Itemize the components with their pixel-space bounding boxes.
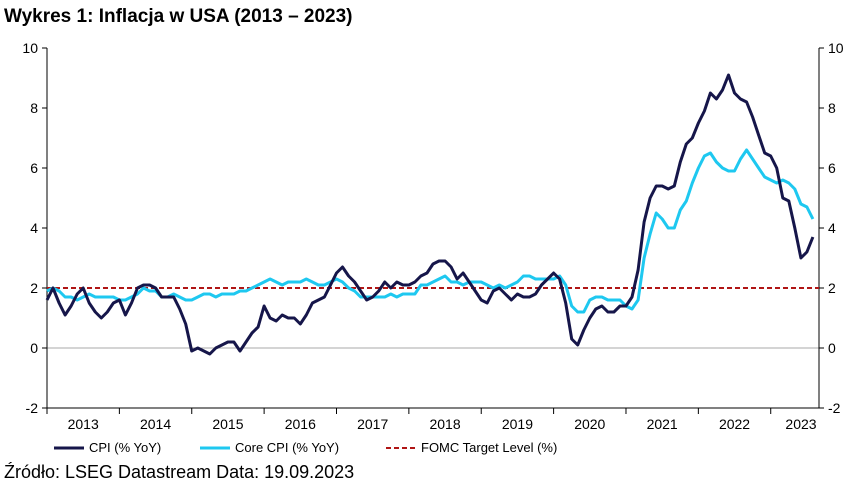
- legend-label-cpi: CPI (% YoY): [89, 440, 162, 455]
- x-tick-label: 2019: [502, 416, 533, 432]
- legend-item-fomc-target: FOMC Target Level (%): [386, 440, 557, 455]
- x-tick-label: 2014: [140, 416, 171, 432]
- y-tick-label-right: 6: [828, 160, 836, 176]
- x-tick-label: 2016: [285, 416, 316, 432]
- chart-title: Wykres 1: Inflacja w USA (2013 – 2023): [4, 6, 353, 27]
- legend-label-core-cpi: Core CPI (% YoY): [235, 440, 340, 455]
- y-tick-label-left: 6: [30, 160, 38, 176]
- x-tick-label: 2015: [212, 416, 243, 432]
- y-tick-label-right: 8: [828, 100, 836, 116]
- cpi-series-line: [45, 73, 815, 356]
- source-note: Źródło: LSEG Datastream Data: 19.09.2023: [4, 462, 355, 482]
- y-tick-label-left: 0: [30, 340, 38, 356]
- core-cpi-series-line: [46, 148, 815, 314]
- y-tick-label-left: -2: [26, 400, 39, 416]
- y-tick-label-left: 10: [22, 40, 38, 56]
- legend-label-fomc-target: FOMC Target Level (%): [421, 440, 558, 455]
- legend-item-core-cpi: Core CPI (% YoY): [200, 440, 339, 455]
- y-tick-label-right: 4: [828, 220, 836, 236]
- y-tick-label-left: 4: [30, 220, 38, 236]
- core-cpi-legend-swatch: [200, 446, 230, 449]
- legend-item-cpi: CPI (% YoY): [54, 440, 161, 455]
- x-tick-label: 2021: [647, 416, 678, 432]
- y-tick-label-right: 0: [828, 340, 836, 356]
- fomc-target-legend-swatch: [386, 446, 416, 449]
- x-tick-label: 2017: [357, 416, 388, 432]
- y-tick-label-right: 10: [828, 40, 844, 56]
- y-tick-label-left: 2: [30, 280, 38, 296]
- y-tick-label-left: 8: [30, 100, 38, 116]
- x-tick-label: 2023: [785, 416, 816, 432]
- x-tick-label: 2020: [574, 416, 605, 432]
- inflation-line-chart: -2 -2 0 0 2 2 4 4 6 6 8 8 10 10 2013 2014 2015 2016 2017 20…: [22, 40, 844, 432]
- x-tick-label: 2022: [719, 416, 750, 432]
- x-tick-label: 2018: [429, 416, 460, 432]
- y-tick-label-right: 2: [828, 280, 836, 296]
- x-tick-label: 2013: [68, 416, 99, 432]
- y-tick-label-right: -2: [828, 400, 841, 416]
- cpi-legend-swatch: [54, 446, 84, 449]
